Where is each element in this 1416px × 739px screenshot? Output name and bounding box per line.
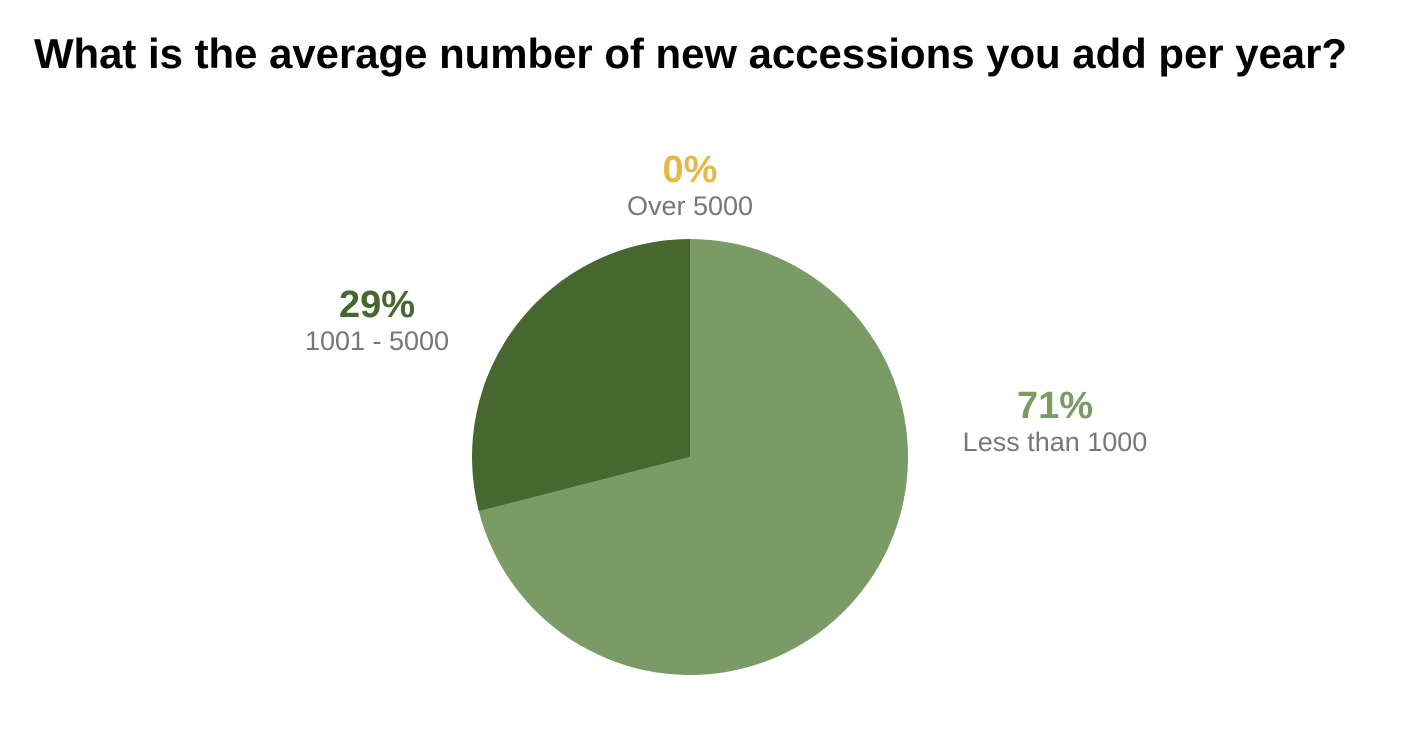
- slice-value-label: 71%: [1017, 385, 1093, 427]
- pie-slice: [472, 239, 690, 512]
- pie-slice: [478, 239, 909, 676]
- slice-value-label: 0%: [663, 149, 718, 191]
- chart-title: What is the average number of new access…: [34, 30, 1347, 77]
- slice-value-label: 29%: [339, 284, 415, 326]
- slice-category-label: 1001 - 5000: [305, 326, 449, 356]
- slice-category-label: Less than 1000: [963, 427, 1148, 457]
- slice-category-label: Over 5000: [627, 191, 753, 221]
